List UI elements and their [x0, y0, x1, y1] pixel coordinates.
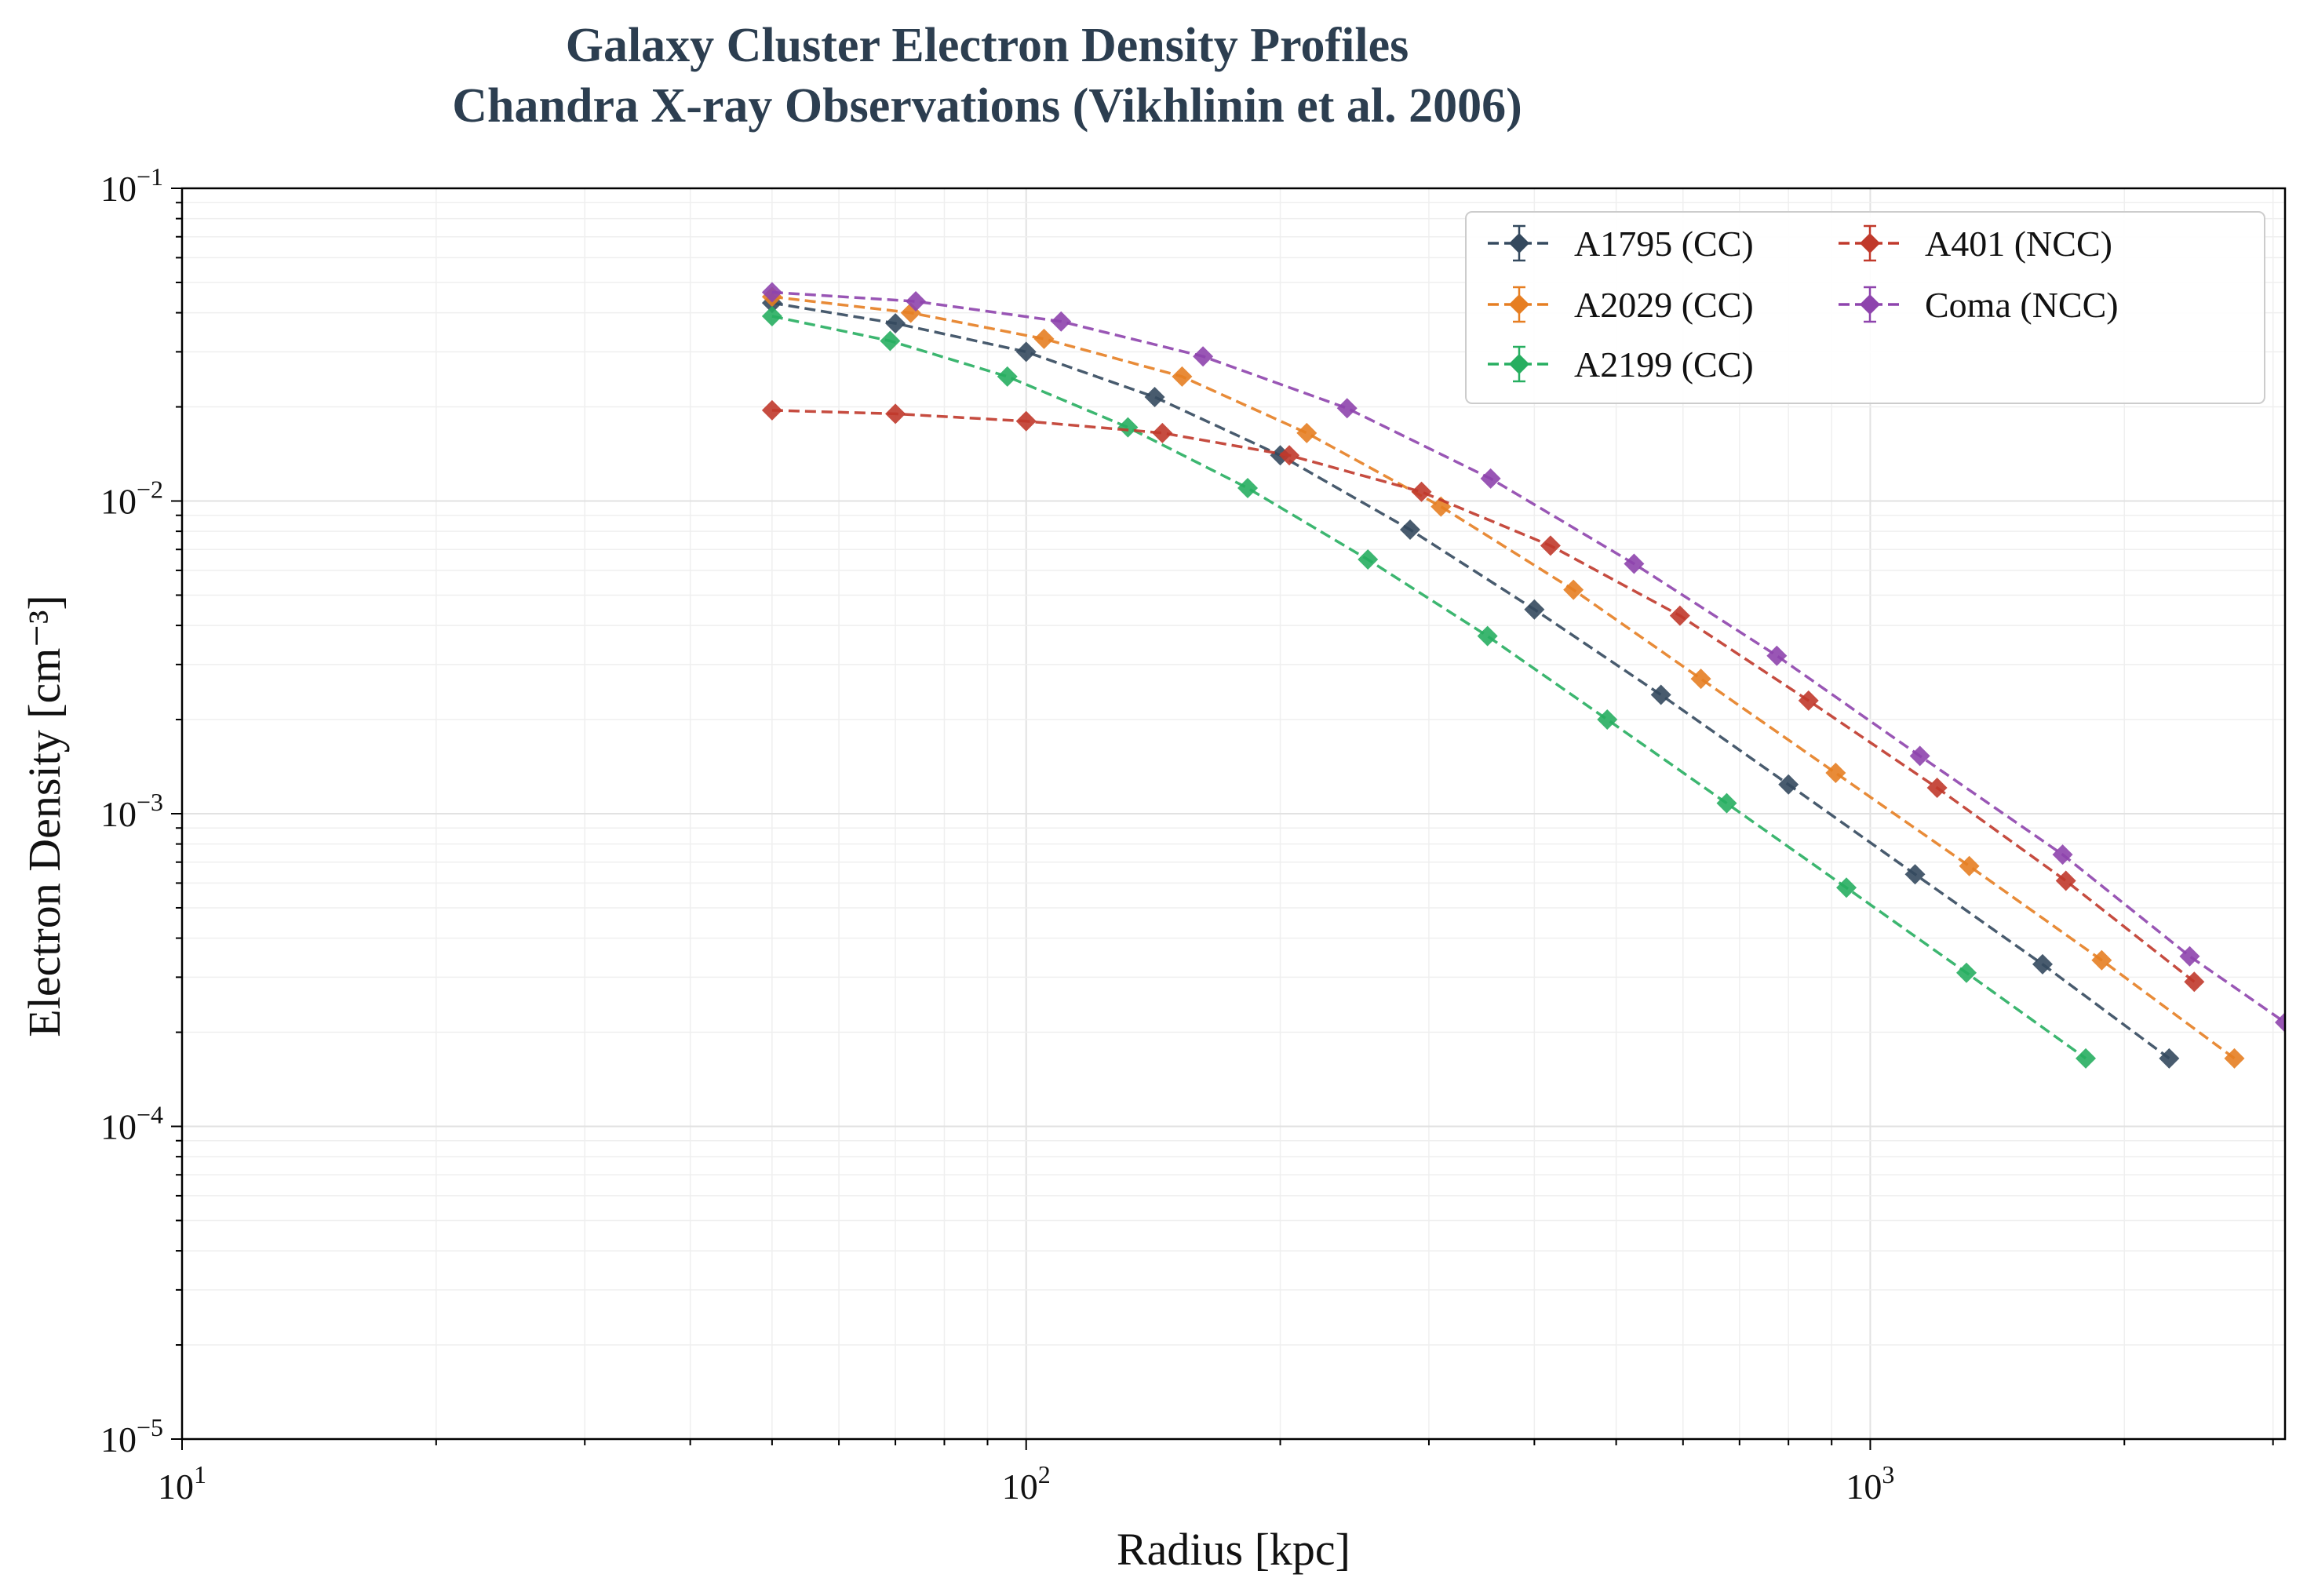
data-point [1836, 877, 1857, 898]
data-point [2091, 949, 2112, 971]
data-point [1716, 793, 1737, 814]
legend: A1795 (CC) A2029 (CC) A2199 (CC) A401 (NCC)… [1465, 211, 2265, 404]
legend-item: A2029 (CC) [1488, 285, 1754, 325]
legend-item: A2199 (CC) [1488, 344, 1754, 384]
data-point [1778, 774, 1799, 795]
data-point [885, 313, 906, 334]
legend-label: A2199 (CC) [1574, 344, 1754, 384]
data-point [1563, 579, 1584, 600]
data-point [2076, 1048, 2097, 1069]
data-point [2055, 870, 2076, 891]
y-tick-label: 10−2 [100, 476, 163, 522]
data-point [761, 282, 782, 303]
series-3 [761, 399, 2205, 993]
plot-frame [180, 187, 2287, 1441]
legend-marker [1860, 294, 1880, 315]
data-point [1296, 422, 1318, 443]
y-tick-label: 10−5 [100, 1413, 163, 1459]
series-2 [761, 305, 2097, 1069]
x-tick-label: 103 [1846, 1460, 1894, 1507]
data-point [1015, 341, 1037, 363]
data-point [1524, 599, 1545, 620]
series-line [771, 295, 2236, 1060]
legend-item: A1795 (CC) [1488, 224, 1754, 264]
y-tick-label: 10−1 [100, 162, 163, 209]
x-tick-label: 102 [1002, 1460, 1051, 1507]
data-point [880, 330, 901, 352]
data-point [885, 403, 906, 425]
data-point [761, 399, 782, 421]
data-point [1956, 962, 1977, 983]
legend-label: Coma (NCC) [1925, 285, 2119, 325]
x-axis-label: Radius [kpc] [1117, 1524, 1350, 1575]
series-layer [761, 282, 2285, 1069]
data-point [1152, 422, 1173, 443]
data-point [1237, 478, 1259, 499]
legend-item: Coma (NCC) [1839, 285, 2119, 325]
data-point [1926, 778, 1948, 799]
legend-marker [1860, 233, 1880, 253]
data-point [1909, 745, 1930, 767]
data-point [1358, 549, 1379, 570]
data-point [1117, 417, 1139, 438]
data-point [1540, 535, 1561, 556]
data-point [2159, 1048, 2180, 1069]
data-point [1669, 605, 1690, 626]
data-point [1959, 855, 1980, 876]
data-point [1193, 346, 1214, 367]
legend-marker [1509, 354, 1529, 374]
x-tick-label: 101 [158, 1460, 206, 1507]
chart-title-line2: Chandra X-ray Observations (Vikhlinin et… [452, 79, 1522, 133]
data-point [1477, 625, 1498, 647]
series-1 [761, 286, 2245, 1069]
data-point [1480, 468, 1501, 489]
y-tick-label: 10−3 [100, 788, 163, 834]
data-point [1400, 519, 1421, 540]
data-point [1798, 690, 1819, 711]
data-point [2032, 953, 2054, 975]
data-point [1650, 684, 1671, 705]
data-point [906, 291, 927, 312]
data-point [2275, 1012, 2285, 1033]
data-point [1015, 410, 1037, 432]
legend-label: A2029 (CC) [1574, 285, 1754, 325]
data-point [1033, 328, 1055, 349]
data-point [1597, 709, 1618, 731]
series-0 [761, 293, 2180, 1069]
data-point [1336, 398, 1358, 419]
data-point [2184, 971, 2205, 993]
data-point [1051, 311, 1072, 332]
data-point [1690, 669, 1711, 690]
tick-layer: 101 102 103 10−1 10−2 10−3 10−4 10−5 [100, 162, 2274, 1507]
data-point [1766, 645, 1788, 666]
data-point [1411, 481, 1432, 502]
chart-title-line1: Galaxy Cluster Electron Density Profiles [566, 19, 1409, 72]
data-point [997, 366, 1018, 387]
y-axis-label: Electron Density [cm⁻³] [19, 595, 70, 1037]
data-point [1172, 366, 1193, 387]
series-line [771, 315, 2087, 1060]
legend-marker [1509, 233, 1529, 253]
data-point [1825, 763, 1846, 784]
data-point [1279, 445, 1300, 466]
legend-item: A401 (NCC) [1839, 224, 2112, 264]
data-point [2052, 844, 2073, 865]
data-point [2224, 1048, 2245, 1069]
legend-label: A401 (NCC) [1925, 224, 2112, 264]
series-4 [761, 282, 2285, 1033]
data-point [2179, 946, 2200, 967]
data-point [761, 305, 782, 326]
y-tick-label: 10−4 [100, 1101, 163, 1147]
series-line [771, 409, 2196, 983]
legend-marker [1509, 294, 1529, 315]
legend-label: A1795 (CC) [1574, 224, 1754, 264]
data-point [1904, 864, 1926, 885]
series-line [771, 301, 2170, 1060]
data-point [1624, 553, 1645, 574]
series-line [771, 290, 2285, 1024]
data-point [1144, 387, 1165, 408]
